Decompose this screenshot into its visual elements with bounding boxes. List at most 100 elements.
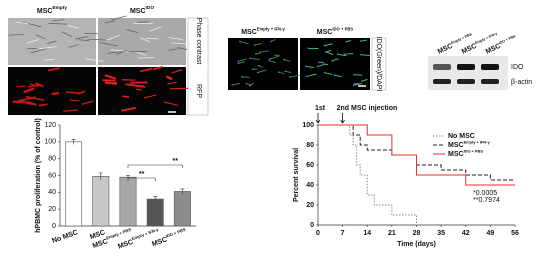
cell — [65, 91, 80, 94]
x-tick-label: 28 — [413, 230, 421, 237]
cell — [15, 21, 29, 25]
cell — [139, 67, 153, 73]
cell — [324, 72, 333, 76]
y-tick-label: 100 — [44, 139, 56, 146]
nucleus — [345, 40, 348, 43]
cell — [104, 20, 115, 24]
y-axis-label: Percent survival — [293, 148, 300, 202]
bar — [65, 141, 83, 227]
cell — [167, 81, 177, 85]
significance-label: ** — [139, 171, 145, 178]
cell — [238, 61, 246, 64]
nucleus — [336, 53, 339, 56]
row-label: Phase contrast — [195, 18, 202, 65]
cell — [111, 15, 127, 21]
cell — [257, 69, 267, 74]
legend-label-sup: IDO + PBS — [464, 149, 484, 154]
cell — [165, 75, 173, 81]
annotation: **0.7974 — [473, 197, 500, 204]
column-header-base: MSC — [241, 29, 257, 36]
x-tick-label: 21 — [388, 230, 396, 237]
column-header: MSCEmpty + IFN-γ — [241, 27, 285, 36]
legend-label: No MSC — [448, 133, 475, 140]
nucleus — [304, 65, 307, 68]
y-tick-label: 0 — [52, 223, 56, 230]
cell — [259, 50, 269, 53]
band-label: IDO — [511, 64, 524, 71]
nucleus — [361, 80, 363, 83]
cell — [39, 46, 57, 50]
blot-band — [481, 64, 499, 70]
cell — [269, 55, 280, 60]
nucleus — [254, 52, 257, 55]
cell — [254, 43, 263, 46]
rfp-image — [8, 67, 96, 115]
cell — [152, 65, 163, 71]
y-tick-label: 80 — [306, 142, 314, 149]
nucleus — [360, 40, 362, 42]
nucleus — [333, 74, 336, 77]
cell — [289, 74, 300, 78]
annotation: *0.0005 — [473, 190, 497, 197]
cell — [327, 51, 334, 56]
y-tick-label: 40 — [48, 189, 56, 196]
cell — [109, 81, 118, 85]
column-header: MSCIDO + PBS — [317, 27, 354, 36]
cell — [22, 21, 42, 28]
cell — [23, 87, 35, 94]
annotation: 1st — [315, 105, 326, 112]
y-tick-label: 80 — [48, 156, 56, 163]
legend-label: MSCIDO + PBS — [448, 149, 483, 158]
nucleus — [245, 82, 248, 85]
y-tick-label: 120 — [44, 122, 56, 129]
cell — [81, 100, 94, 105]
x-tick-label: 56 — [511, 230, 519, 237]
cell — [360, 54, 371, 57]
cell — [360, 39, 367, 42]
nucleus — [274, 54, 277, 57]
cell — [61, 31, 72, 38]
label-box — [371, 37, 387, 91]
rfp-image — [98, 67, 186, 115]
nucleus — [249, 57, 251, 60]
cell — [69, 99, 80, 102]
cell — [149, 26, 162, 32]
cell — [25, 95, 45, 101]
cell — [48, 22, 68, 25]
row-label: RFP — [195, 84, 202, 98]
cell — [140, 37, 150, 43]
legend-label-base: MSC — [448, 151, 464, 158]
cell — [344, 52, 354, 55]
cell — [239, 41, 249, 45]
x-tick-label: 49 — [486, 230, 494, 237]
blot-band — [433, 64, 451, 70]
cell — [87, 38, 106, 41]
cell — [133, 22, 153, 25]
cell — [268, 59, 276, 64]
significance-label: ** — [172, 158, 178, 165]
cell — [238, 58, 247, 62]
cell — [143, 94, 157, 99]
image-texture — [8, 15, 499, 113]
x-tick-label: MSC — [89, 229, 106, 241]
bar — [146, 198, 164, 227]
x-tick-label: 0 — [316, 230, 320, 237]
cell — [171, 69, 183, 74]
cell — [285, 70, 292, 74]
y-tick-label: 0 — [310, 222, 314, 229]
cell — [18, 100, 33, 106]
blot-band — [481, 79, 499, 84]
nucleus — [323, 44, 326, 47]
x-tick-label: MSCIDO + PBS — [150, 227, 188, 248]
cell — [126, 29, 139, 33]
significance-bracket — [127, 177, 156, 181]
column-header-base: MSC — [130, 8, 146, 15]
blot-band — [433, 79, 451, 84]
survival-line — [318, 124, 417, 225]
cell — [26, 39, 39, 44]
cell — [242, 76, 250, 78]
cell — [16, 85, 26, 88]
x-tick-label-base: MSC — [151, 236, 168, 248]
bar — [173, 191, 191, 227]
cell — [52, 19, 65, 22]
